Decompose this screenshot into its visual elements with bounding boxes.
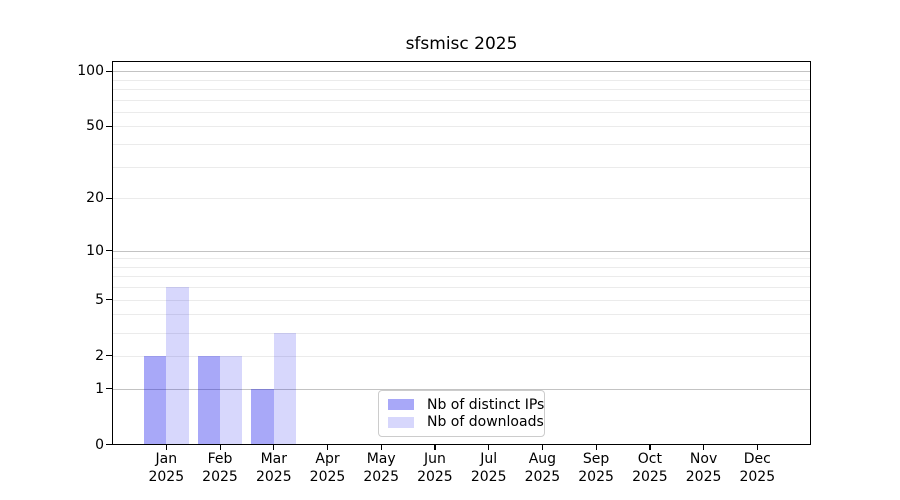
x-tick-label-jan: Jan 2025 <box>148 451 185 485</box>
x-tick-mark <box>380 445 382 450</box>
minor-gridline <box>113 99 810 101</box>
x-tick-label-nov: Nov 2025 <box>685 451 722 485</box>
x-tick-label-oct: Oct 2025 <box>632 451 668 485</box>
chart-title: sfsmisc 2025 <box>405 34 518 54</box>
minor-gridline <box>113 111 810 113</box>
minor-gridline <box>113 79 810 81</box>
major-gridline <box>113 250 810 252</box>
y-tick-label: 50 <box>86 118 104 135</box>
minor-gridline <box>113 258 810 260</box>
bar-feb-downloads <box>220 355 243 445</box>
legend-item-downloads: Nb of downloads <box>388 414 544 430</box>
minor-gridline <box>113 266 810 268</box>
major-gridline <box>113 71 810 73</box>
x-tick-label-jun: Jun 2025 <box>417 451 453 485</box>
x-tick-mark <box>165 445 167 450</box>
y-tick-mark <box>106 250 112 252</box>
x-tick-label-mar: Mar 2025 <box>255 451 292 485</box>
x-tick-label-jul: Jul 2025 <box>470 451 507 485</box>
bar-mar-downloads <box>273 332 297 445</box>
y-tick-label: 5 <box>95 291 104 308</box>
x-tick-label-feb: Feb 2025 <box>202 451 238 485</box>
x-tick-mark <box>649 445 651 450</box>
y-tick-label: 10 <box>86 242 104 259</box>
minor-gridline <box>113 144 810 146</box>
x-tick-mark <box>541 445 544 450</box>
legend-label-downloads: Nb of downloads <box>427 414 544 431</box>
y-tick-label: 2 <box>95 347 104 364</box>
y-tick-mark <box>106 125 112 128</box>
x-tick-mark <box>756 445 758 450</box>
minor-gridline <box>113 166 810 168</box>
x-tick-label-apr: Apr 2025 <box>309 451 346 485</box>
x-tick-label-aug: Aug 2025 <box>524 451 561 485</box>
x-tick-mark <box>219 445 221 450</box>
legend: Nb of distinct IPs Nb of downloads <box>378 390 545 437</box>
y-tick-mark <box>106 197 112 199</box>
y-tick-mark <box>106 388 112 390</box>
legend-label-distinct-ips: Nb of distinct IPs <box>427 396 545 413</box>
y-tick-mark <box>106 355 112 357</box>
minor-gridline <box>113 126 810 128</box>
major-gridline <box>113 388 810 390</box>
y-tick-label: 0 <box>95 436 104 453</box>
y-tick-mark <box>106 299 112 301</box>
minor-gridline <box>113 198 810 200</box>
bar-mar-distinct-ips <box>251 388 274 445</box>
minor-gridline <box>113 89 810 90</box>
x-tick-label-sep: Sep 2025 <box>578 451 614 485</box>
y-tick-mark <box>106 70 112 72</box>
y-tick-label: 1 <box>95 380 104 397</box>
legend-swatch-distinct-ips-icon <box>388 399 414 411</box>
x-tick-label-may: May 2025 <box>363 451 399 485</box>
y-tick-label: 100 <box>77 63 104 80</box>
legend-item-distinct-ips: Nb of distinct IPs <box>388 397 544 413</box>
minor-gridline <box>113 355 810 357</box>
x-tick-mark <box>488 445 490 450</box>
minor-gridline <box>113 299 810 301</box>
bar-jan-downloads <box>166 287 189 445</box>
x-tick-mark <box>434 445 436 450</box>
minor-gridline <box>113 314 810 316</box>
x-tick-label-dec: Dec 2025 <box>739 451 776 485</box>
x-tick-mark <box>703 445 705 450</box>
x-tick-mark <box>273 445 275 450</box>
legend-swatch-downloads-icon <box>388 416 414 428</box>
y-tick-label: 20 <box>86 190 104 207</box>
x-tick-mark <box>327 445 329 450</box>
x-tick-mark <box>595 445 597 450</box>
bar-jan-distinct-ips <box>143 355 167 445</box>
minor-gridline <box>113 332 810 334</box>
minor-gridline <box>113 276 810 278</box>
minor-gridline <box>113 287 810 289</box>
y-tick-mark <box>106 444 112 446</box>
bar-feb-distinct-ips <box>197 355 220 445</box>
